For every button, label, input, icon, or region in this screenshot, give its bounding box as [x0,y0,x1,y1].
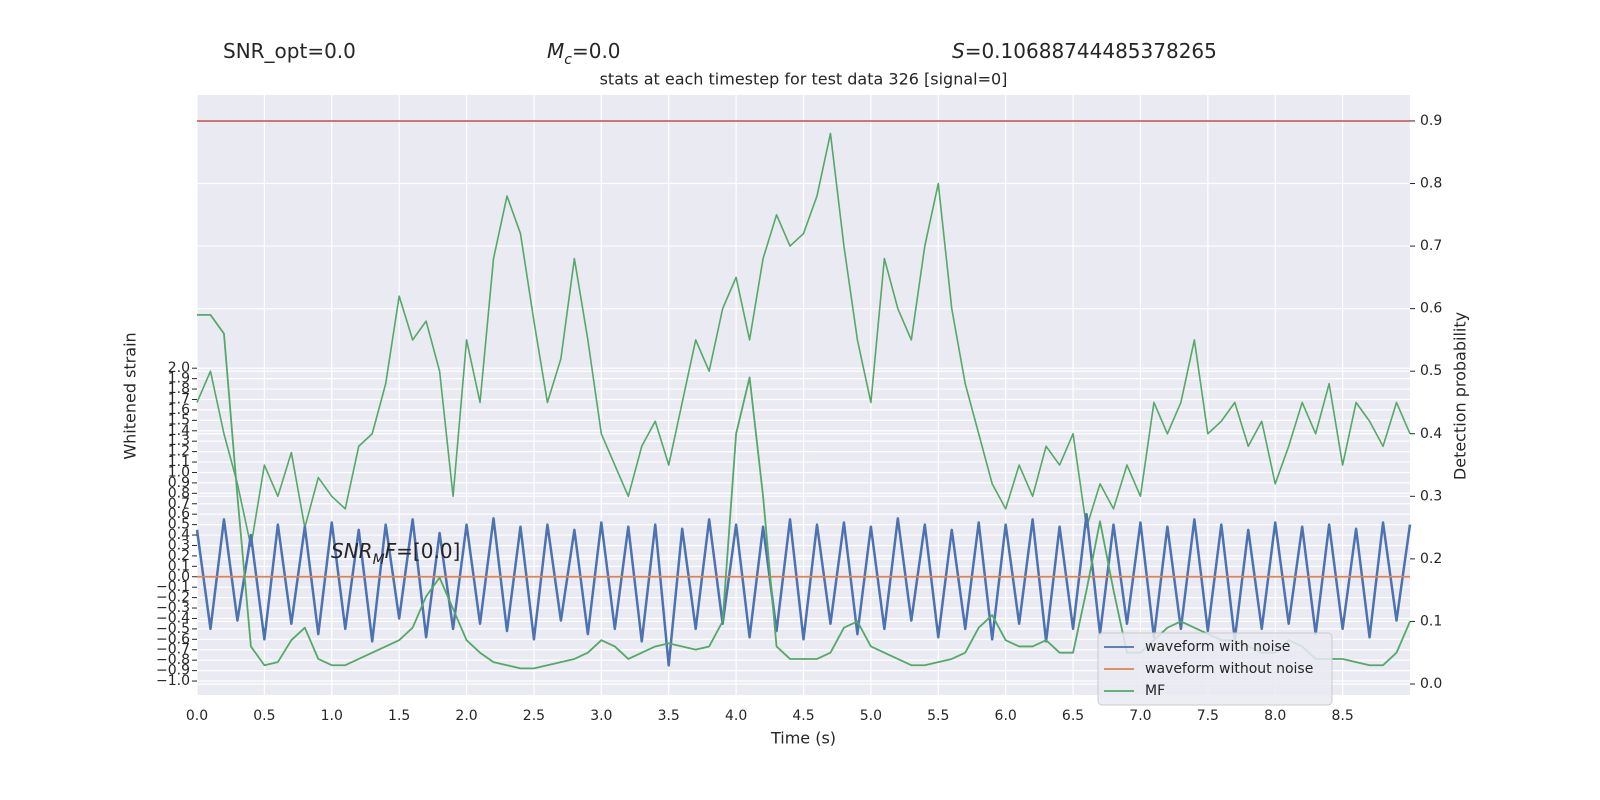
y2-tick-label: 0.7 [1420,238,1442,254]
y-tick-label: 1.8 [168,381,190,397]
x-tick-label: 5.0 [860,708,882,724]
y-tick-label: −0.5 [156,621,190,637]
y2-tick-label: 0.4 [1420,426,1442,442]
labels: 0.0 0.5 1.0 1.5 2.0 2.5 3.0 3.5 4.0 4.5 5.0 5.5 6.0 6… [121,39,1470,748]
x-tick-label: 8.5 [1331,708,1353,724]
y-tick-label: 1.9 [168,371,190,387]
chart-title: stats at each timestep for test data 326… [600,70,1008,89]
y-tick-label: 0.7 [168,496,190,512]
y-tick-label: −1.0 [156,673,190,689]
y2-tick-label: 0.2 [1420,551,1442,567]
x-tick-label: 1.5 [388,708,410,724]
y2-tick-label: 0.6 [1420,301,1442,317]
y-tick-label: −0.3 [156,600,190,616]
y-tick-label: −0.8 [156,652,190,668]
annotation-part: S [952,39,965,63]
y2-tick-label: 0.1 [1420,613,1442,629]
legend-label: waveform without noise [1145,661,1313,677]
y-tick-label: 1.6 [168,402,190,418]
series-line [195,512,1412,667]
y-tick-label: 0.0 [168,569,190,585]
y-tick-label: 1.7 [168,391,190,407]
y-tick-label: 0.1 [168,558,190,574]
annotation-part: M [373,552,385,568]
annotation-part: M [547,39,564,63]
y-tick-label: 0.6 [168,506,190,522]
annotation-part: SNR_opt=0.0 [223,39,356,63]
x-tick-label: 0.5 [253,708,275,724]
annotation-part: c [564,52,572,68]
y-tick-label: 0.3 [168,537,190,553]
x-tick-label: 0.0 [186,708,208,724]
x-tick-label: 2.5 [523,708,545,724]
y-axis-label: Whitened strain [121,332,140,459]
y-tick-label: 2.0 [168,360,190,376]
x-tick-label: 2.0 [455,708,477,724]
y-tick-label: −0.9 [156,663,190,679]
x-tick-label: 5.5 [927,708,949,724]
y-tick-label: 0.5 [168,517,190,533]
legend-box [1097,632,1333,706]
y-tick-label: 1.0 [168,464,190,480]
probability-line [196,132,1411,548]
y2-tick-label: 0.5 [1420,363,1442,379]
x-tick-label: 6.5 [1062,708,1084,724]
x-tick-label: 6.0 [995,708,1017,724]
y-tick-label: −0.2 [156,590,190,606]
y-tick-label: 1.5 [168,412,190,428]
annotation-part: =0.10688744485378265 [965,39,1217,63]
x-tick-label: 4.0 [725,708,747,724]
y-tick-label: 0.9 [168,475,190,491]
x-tick-label: 1.0 [321,708,343,724]
y-tick-label: −0.7 [156,642,190,658]
legend-label: waveform with noise [1145,639,1290,655]
y-tick-label: 1.3 [168,433,190,449]
x-tick-label: 3.0 [590,708,612,724]
annotation: SNRMF=[0.0] [331,539,460,569]
y2-tick-label: 0.8 [1420,176,1442,192]
annotation-part: =0.0 [572,39,621,63]
y2-axis-label: Detection probability [1451,312,1470,480]
annotation-part: =[0.0] [396,539,460,563]
x-tick-label: 8.0 [1264,708,1286,724]
y-tick-label: 0.8 [168,485,190,501]
y-tick-label: −0.6 [156,631,190,647]
x-tick-label: 4.5 [792,708,814,724]
y-tick-label: 0.2 [168,548,190,564]
y-tick-label: 1.1 [168,454,190,470]
x-tick-label: 7.0 [1129,708,1151,724]
legend-label: MF [1145,683,1165,699]
y-tick-label: 1.2 [168,444,190,460]
y2-tick-label: 0.9 [1420,113,1442,129]
annotation: Mc=0.0 [547,39,621,69]
annotation: SNR_opt=0.0 [223,39,356,63]
y-tick-label: −0.1 [156,579,190,595]
annotation-part: F [385,539,397,563]
y-tick-label: −0.4 [156,610,190,626]
marks [195,120,1412,670]
annotation: S=0.10688744485378265 [952,39,1217,63]
annotation-part: SNR [331,539,373,563]
x-tick-label: 3.5 [658,708,680,724]
x-axis-label: Time (s) [770,729,836,748]
y2-tick-label: 0.3 [1420,488,1442,504]
y2-tick-label: 0.0 [1420,676,1442,692]
y-tick-label: 1.4 [168,423,190,439]
x-tick-label: 7.5 [1197,708,1219,724]
y-tick-label: 0.4 [168,527,190,543]
